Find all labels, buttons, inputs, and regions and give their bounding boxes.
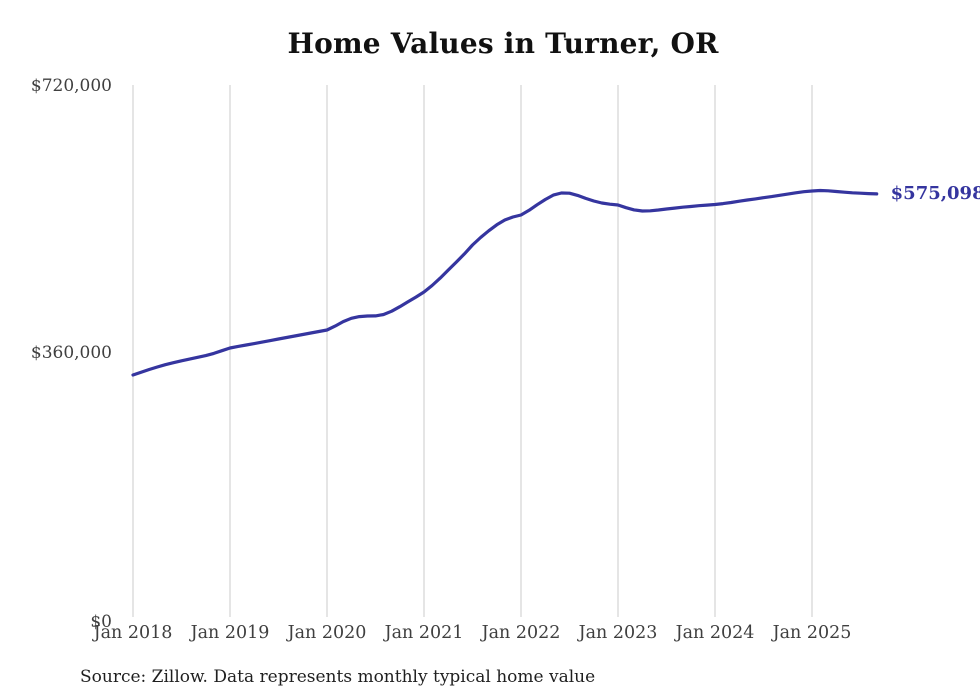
x-axis-tick-jan-2025: Jan 2025 [772, 623, 852, 643]
x-axis-tick-jan-2019: Jan 2019 [190, 623, 270, 643]
x-axis-tick-jan-2021: Jan 2021 [384, 623, 464, 643]
x-axis-tick-jan-2023: Jan 2023 [578, 623, 658, 643]
x-axis-tick-jan-2020: Jan 2020 [287, 623, 367, 643]
x-axis-tick-jan-2024: Jan 2024 [675, 623, 755, 643]
y-axis-tick-720000: $720,000 [30, 76, 112, 96]
y-axis-tick-0: $0 [90, 612, 112, 632]
home-value-line [131, 188, 879, 377]
x-axis-tick-jan-2018: Jan 2018 [93, 623, 173, 643]
chart-title: Home Values in Turner, OR [287, 27, 719, 60]
x-axis-tick-jan-2022: Jan 2022 [481, 623, 561, 643]
latest-value-label: $575,098 [890, 182, 980, 204]
source-note: Source: Zillow. Data represents monthly … [80, 667, 596, 687]
y-axis-tick-360000: $360,000 [30, 343, 112, 363]
vertical-gridlines [132, 85, 813, 617]
